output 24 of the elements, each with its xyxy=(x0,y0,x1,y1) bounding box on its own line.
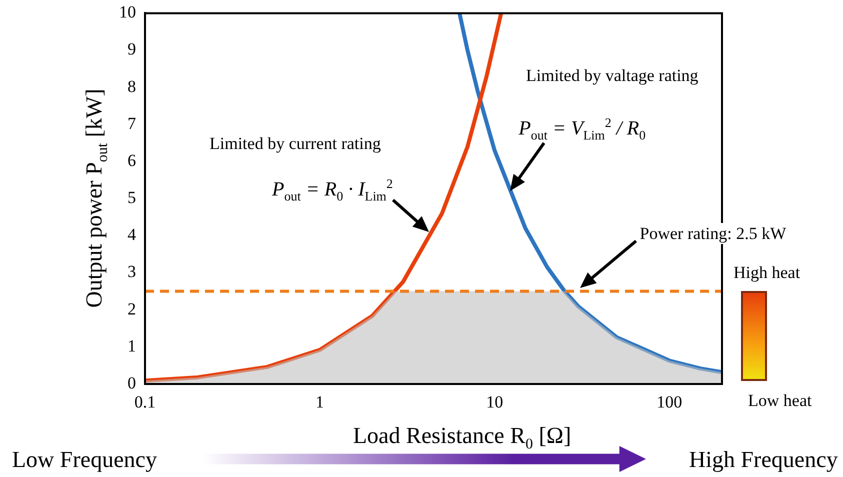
y-tick-label: 10 xyxy=(119,2,136,22)
y-tick-label: 6 xyxy=(128,150,136,170)
y-tick-label: 8 xyxy=(128,76,136,96)
y-tick-label: 2 xyxy=(128,299,136,318)
text: Low Frequency xyxy=(12,446,157,472)
y-tick-label: 5 xyxy=(128,188,136,208)
text: High Frequency xyxy=(689,446,838,472)
annotation: Limited by current rating xyxy=(210,134,381,152)
y-tick-label: 1 xyxy=(128,336,136,356)
annotation: P$_{out}$ = V$_{Lim}$$^{2}$ / R$_{0}$ xyxy=(518,115,646,143)
y-tick-label: 9 xyxy=(128,40,136,59)
y-tick-label: 7 xyxy=(128,114,136,133)
x-axis-title: Load Resistance R$_{0}$ [Ω] xyxy=(353,423,572,453)
annotation: Limited by valtage rating xyxy=(526,66,698,84)
y-tick-label: 4 xyxy=(128,225,136,244)
x-tick-label: 1 xyxy=(316,392,324,412)
x-tick-label: 0.1 xyxy=(134,392,156,412)
ref-line-label: Power rating: 2.5 kW xyxy=(640,222,786,244)
y-tick-label: 0 xyxy=(128,373,136,392)
text: Low heat xyxy=(748,390,812,410)
text: High heat xyxy=(734,262,800,282)
x-tick-label: 10 xyxy=(486,392,504,412)
x-tick-label: 100 xyxy=(656,392,682,412)
y-tick-label: 3 xyxy=(128,262,136,282)
